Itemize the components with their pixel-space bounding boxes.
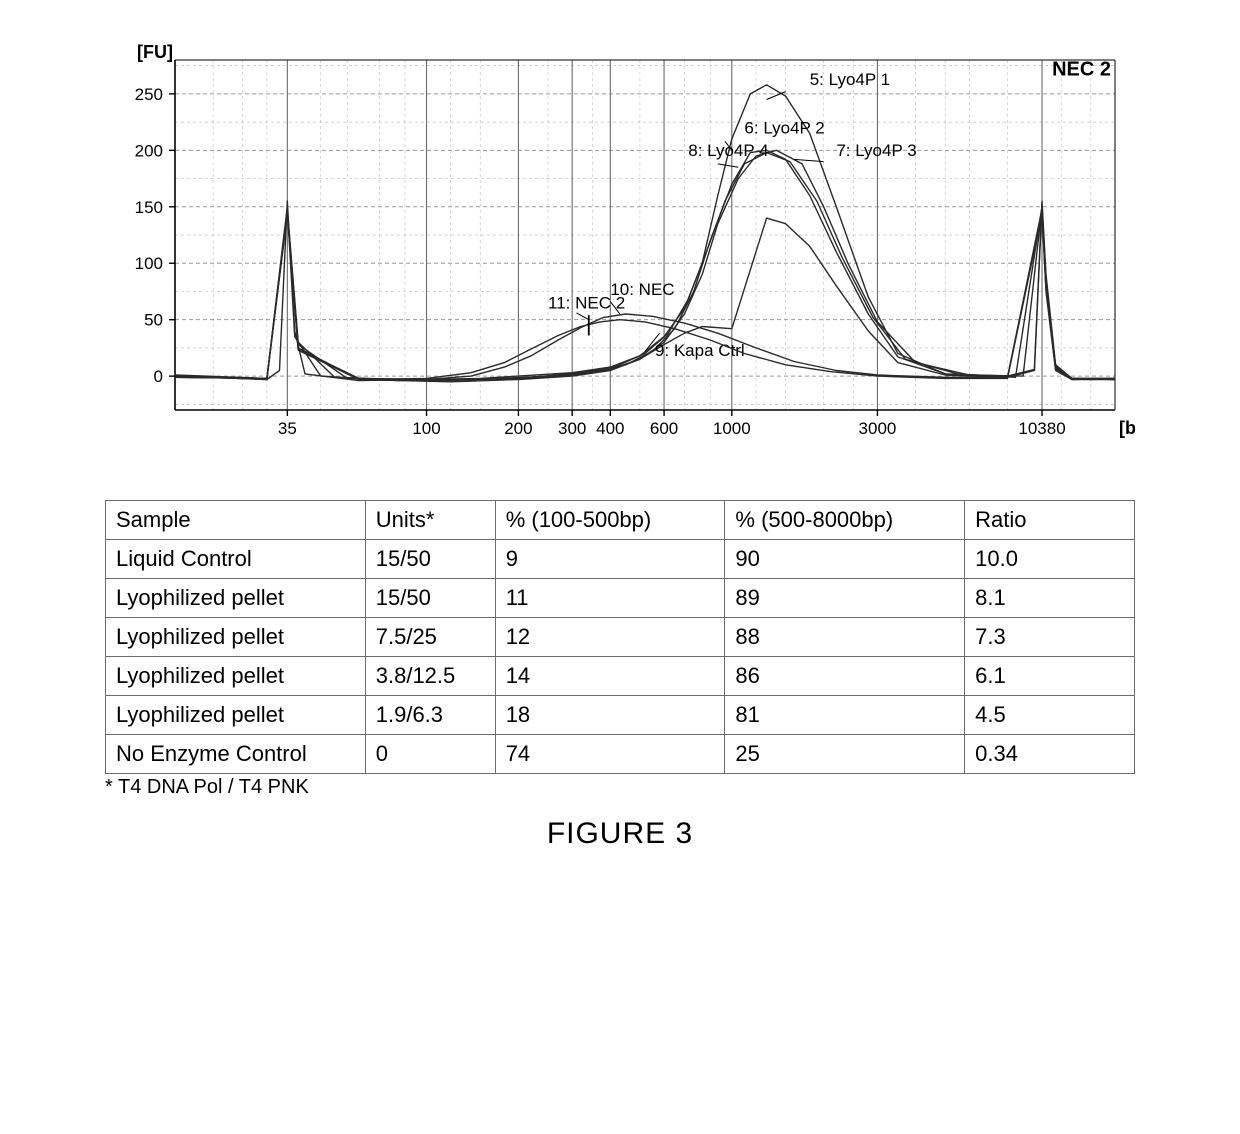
table-row: Liquid Control15/5099010.0 [106, 540, 1135, 579]
table-cell: 12 [495, 618, 725, 657]
series-label-lyo4p4: 8: Lyo4P 4 [688, 141, 768, 160]
table-row: No Enzyme Control074250.34 [106, 735, 1135, 774]
table-cell: 7.5/25 [365, 618, 495, 657]
series-label-lyo4p1: 5: Lyo4P 1 [810, 70, 890, 89]
table-cell: 74 [495, 735, 725, 774]
series-label-nec2: 11: NEC 2 [548, 293, 625, 312]
svg-text:100: 100 [412, 419, 440, 438]
table-header-cell: % (100-500bp) [495, 501, 725, 540]
svg-text:200: 200 [135, 141, 163, 160]
table-cell: 25 [725, 735, 965, 774]
table-cell: Lyophilized pellet [106, 696, 366, 735]
table-cell: 86 [725, 657, 965, 696]
svg-text:10380: 10380 [1018, 419, 1065, 438]
svg-text:50: 50 [144, 311, 163, 330]
svg-text:[FU]: [FU] [137, 42, 173, 62]
table-header-cell: Ratio [965, 501, 1135, 540]
table-cell: 9 [495, 540, 725, 579]
table-cell: 81 [725, 696, 965, 735]
electropherogram-chart: 0 50 100 150 200 250 [FU] 35 100 200 300 400 600 1000… [105, 40, 1135, 460]
svg-text:300: 300 [558, 419, 586, 438]
table-cell: 8.1 [965, 579, 1135, 618]
svg-text:600: 600 [650, 419, 678, 438]
svg-text:200: 200 [504, 419, 532, 438]
table-cell: 10.0 [965, 540, 1135, 579]
table-cell: Lyophilized pellet [106, 579, 366, 618]
svg-text:400: 400 [596, 419, 624, 438]
table-cell: Lyophilized pellet [106, 657, 366, 696]
svg-text:[bp]: [bp] [1119, 418, 1135, 438]
series-label-lyo4p2: 6: Lyo4P 2 [744, 118, 824, 137]
table-cell: 7.3 [965, 618, 1135, 657]
table-cell: 3.8/12.5 [365, 657, 495, 696]
table-cell: 18 [495, 696, 725, 735]
figure-caption: FIGURE 3 [40, 817, 1200, 851]
svg-text:3000: 3000 [859, 419, 897, 438]
table-header-row: SampleUnits*% (100-500bp)% (500-8000bp)R… [106, 501, 1135, 540]
table-cell: Liquid Control [106, 540, 366, 579]
table-cell: 0 [365, 735, 495, 774]
svg-text:0: 0 [154, 367, 163, 386]
table-cell: 11 [495, 579, 725, 618]
table-cell: 6.1 [965, 657, 1135, 696]
svg-text:250: 250 [135, 85, 163, 104]
table-cell: 90 [725, 540, 965, 579]
table-cell: 1.9/6.3 [365, 696, 495, 735]
table-header-cell: Sample [106, 501, 366, 540]
chart-svg: 0 50 100 150 200 250 [FU] 35 100 200 300 400 600 1000… [105, 40, 1135, 460]
table-row: Lyophilized pellet1.9/6.318814.5 [106, 696, 1135, 735]
svg-text:1000: 1000 [713, 419, 751, 438]
table-cell: No Enzyme Control [106, 735, 366, 774]
table-row: Lyophilized pellet15/5011898.1 [106, 579, 1135, 618]
table-cell: 89 [725, 579, 965, 618]
svg-text:NEC 2: NEC 2 [1052, 59, 1111, 81]
table-cell: 14 [495, 657, 725, 696]
table-cell: Lyophilized pellet [106, 618, 366, 657]
series-label-lyo4p3: 7: Lyo4P 3 [836, 141, 916, 160]
svg-text:150: 150 [135, 198, 163, 217]
table-header-cell: % (500-8000bp) [725, 501, 965, 540]
svg-text:35: 35 [278, 419, 297, 438]
table-footnote: * T4 DNA Pol / T4 PNK [105, 776, 1135, 799]
table-row: Lyophilized pellet7.5/2512887.3 [106, 618, 1135, 657]
table-cell: 88 [725, 618, 965, 657]
table-cell: 15/50 [365, 579, 495, 618]
table-cell: 4.5 [965, 696, 1135, 735]
svg-text:100: 100 [135, 254, 163, 273]
series-label-kapa: 9: Kapa Ctrl [655, 341, 745, 360]
table-header-cell: Units* [365, 501, 495, 540]
table-row: Lyophilized pellet3.8/12.514866.1 [106, 657, 1135, 696]
table-cell: 0.34 [965, 735, 1135, 774]
results-table: SampleUnits*% (100-500bp)% (500-8000bp)R… [105, 500, 1135, 774]
table-cell: 15/50 [365, 540, 495, 579]
